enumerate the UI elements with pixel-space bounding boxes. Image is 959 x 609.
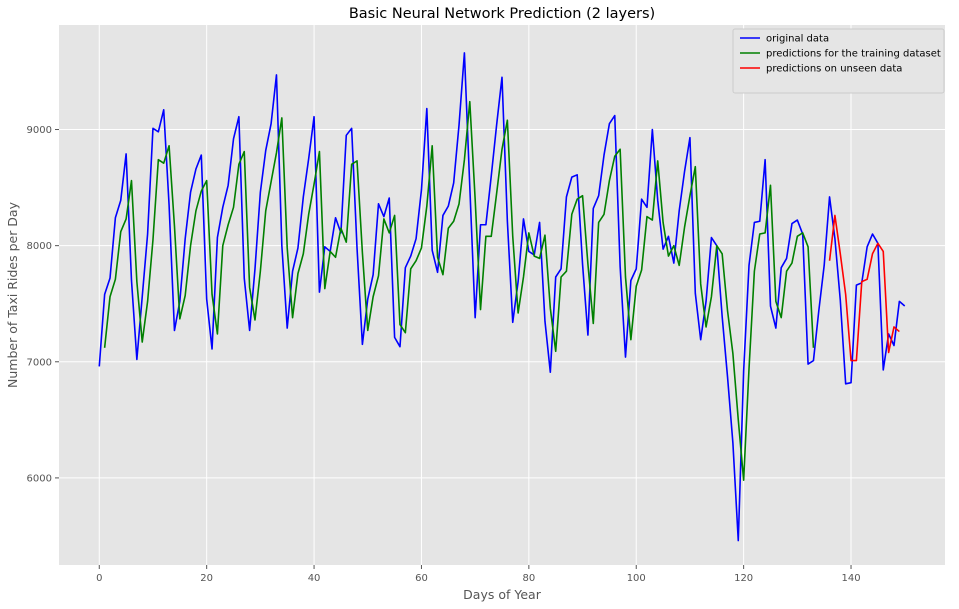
legend-entry-training: predictions for the training dataset <box>740 49 941 60</box>
y-tick-label: 9000 <box>27 125 52 136</box>
y-tick-label: 7000 <box>27 357 52 368</box>
legend-label-unseen: predictions on unseen data <box>766 64 902 75</box>
legend-label-original: original data <box>766 34 829 45</box>
x-tick-label: 80 <box>522 573 535 584</box>
legend-entry-original: original data <box>740 34 829 45</box>
grid <box>59 25 945 565</box>
series-original-line <box>98 52 906 542</box>
legend-box <box>732 28 945 94</box>
chart-title: Basic Neural Network Prediction (2 layer… <box>349 6 655 22</box>
legend-entry-unseen: predictions on unseen data <box>740 64 902 75</box>
x-axis-label: Days of Year <box>463 587 542 602</box>
ticks: 0 20 40 60 80 100 120 140 6000 7000 8000 9000 <box>27 125 861 584</box>
y-tick-label: 6000 <box>27 473 52 484</box>
x-tick-label: 0 <box>96 573 102 584</box>
y-tick-label: 8000 <box>27 241 52 252</box>
x-tick-label: 140 <box>841 573 860 584</box>
legend: original data predictions for the traini… <box>732 28 945 94</box>
plot-background <box>59 25 945 565</box>
series-layer <box>98 52 906 542</box>
x-tick-label: 100 <box>627 573 646 584</box>
x-tick-label: 40 <box>308 573 321 584</box>
series-unseen-line <box>828 214 900 362</box>
x-tick-label: 20 <box>200 573 213 584</box>
series-training-line <box>103 100 815 482</box>
x-tick-label: 120 <box>734 573 753 584</box>
y-axis-label: Number of Taxi Rides per Day <box>5 201 20 388</box>
x-tick-label: 60 <box>415 573 428 584</box>
legend-label-training: predictions for the training dataset <box>766 49 941 60</box>
